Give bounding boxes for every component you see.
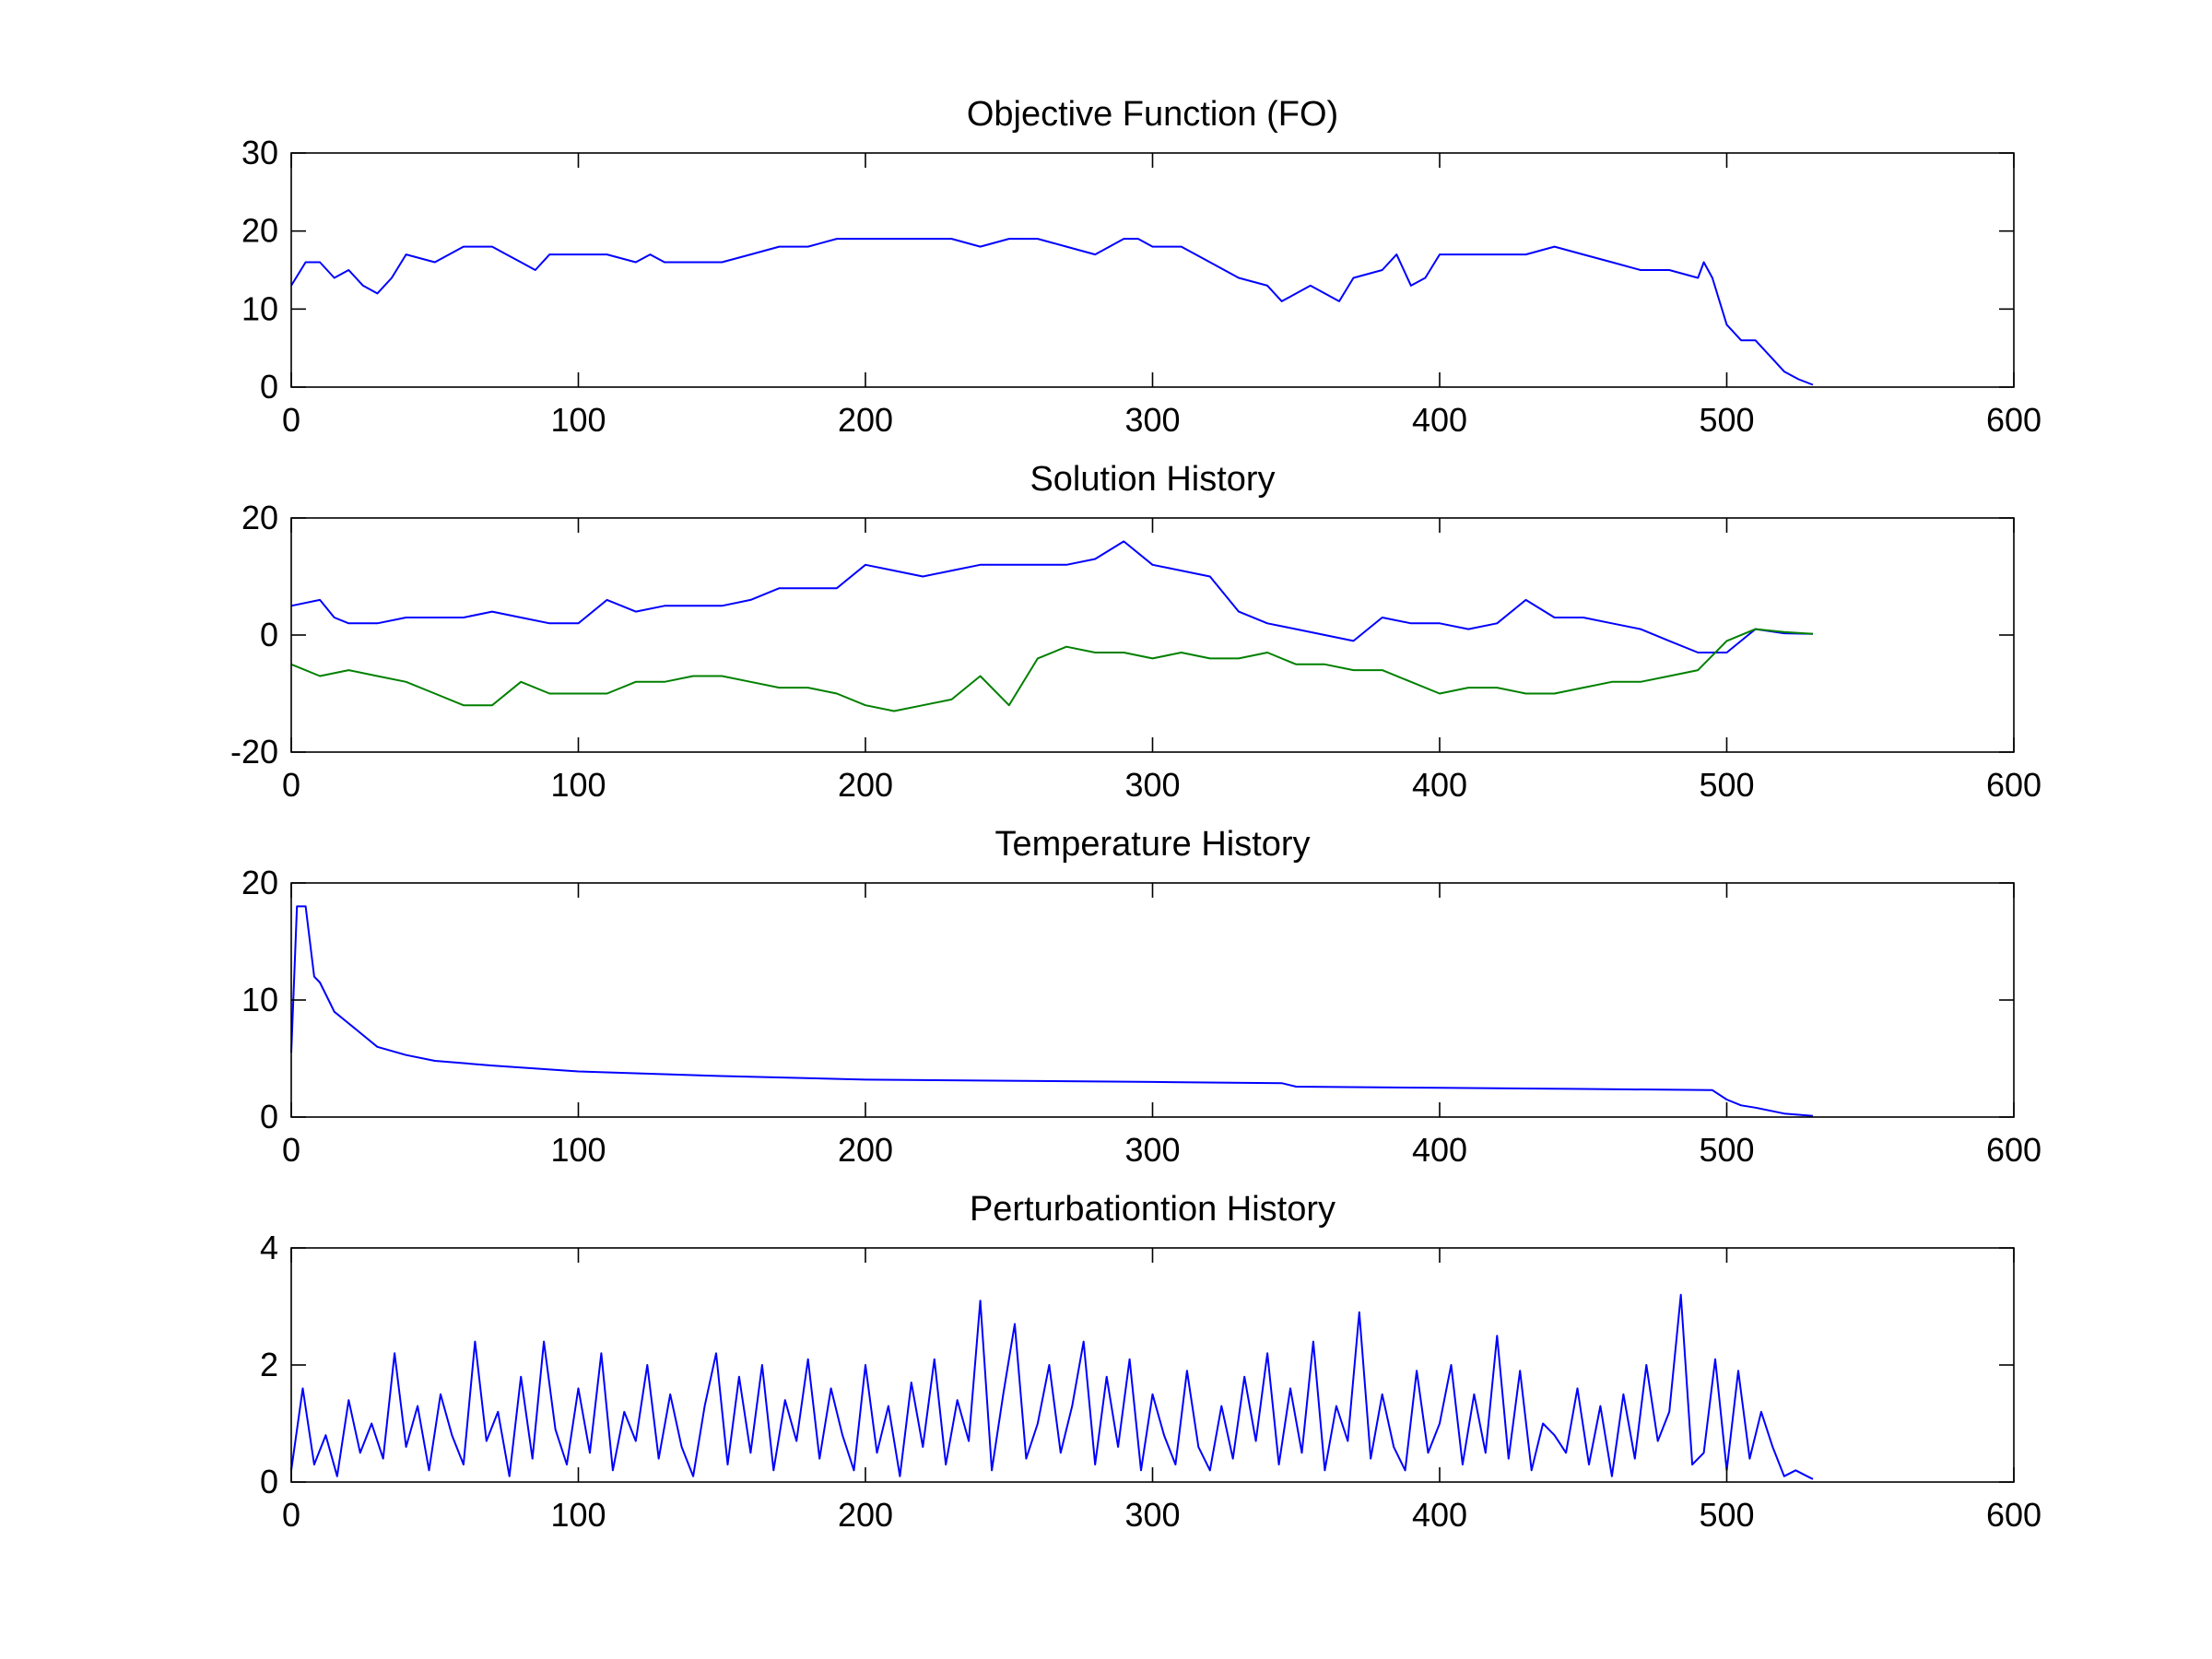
x-tick-label: 500 bbox=[1699, 1496, 1754, 1534]
x-tick-label: 100 bbox=[550, 766, 606, 804]
x-tick-label: 600 bbox=[1986, 1131, 2041, 1169]
y-tick-label: 20 bbox=[241, 499, 278, 536]
x-tick-label: 400 bbox=[1412, 1496, 1467, 1534]
subplot-4: Perturbationtion History 0 100 200 300 400 500… bbox=[260, 1190, 2041, 1534]
y-tick-label: 0 bbox=[260, 1463, 278, 1500]
x-tick-label: 100 bbox=[550, 1496, 606, 1534]
x-tick-label: 400 bbox=[1412, 1131, 1467, 1169]
x-tick-label: 100 bbox=[550, 1131, 606, 1169]
subplot-title: Perturbationtion History bbox=[970, 1190, 1335, 1229]
x-tick-label: 600 bbox=[1986, 766, 2041, 804]
x-tick-label: 0 bbox=[282, 401, 300, 439]
y-tick-label: 0 bbox=[260, 616, 278, 653]
series-line-1 bbox=[290, 1293, 1814, 1480]
x-tick-label: 200 bbox=[838, 1496, 893, 1534]
x-tick-label: 600 bbox=[1986, 401, 2041, 439]
x-tick-label: 0 bbox=[282, 1131, 300, 1169]
y-tick-label: 0 bbox=[260, 1098, 278, 1135]
y-tick-label: 10 bbox=[241, 981, 278, 1018]
x-tick-label: 500 bbox=[1699, 766, 1754, 804]
series-line-1 bbox=[290, 238, 1814, 386]
subplot-panels: Objective Function (FO)0 100 200 300 400 500 6… bbox=[230, 95, 2041, 1534]
x-tick-label: 500 bbox=[1699, 401, 1754, 439]
subplot-title: Temperature History bbox=[994, 825, 1310, 864]
x-tick-label: 400 bbox=[1412, 401, 1467, 439]
y-tick-label: -20 bbox=[230, 733, 278, 771]
x-tick-label: 0 bbox=[282, 766, 300, 804]
subplot-title: Objective Function (FO) bbox=[967, 95, 1338, 134]
x-tick-label: 300 bbox=[1124, 1131, 1180, 1169]
x-tick-label: 300 bbox=[1124, 766, 1180, 804]
x-tick-label: 0 bbox=[282, 1496, 300, 1534]
x-tick-label: 300 bbox=[1124, 401, 1180, 439]
y-tick-label: 2 bbox=[260, 1346, 278, 1383]
x-tick-label: 500 bbox=[1699, 1131, 1754, 1169]
y-tick-label: 20 bbox=[241, 864, 278, 901]
subplot-3: Temperature History 0 100 200 300 400 500 600 0 1… bbox=[241, 825, 2041, 1169]
x-tick-label: 300 bbox=[1124, 1496, 1180, 1534]
x-tick-label: 200 bbox=[838, 766, 893, 804]
x-tick-label: 400 bbox=[1412, 766, 1467, 804]
x-tick-label: 600 bbox=[1986, 1496, 2041, 1534]
y-tick-label: 10 bbox=[241, 289, 278, 327]
y-tick-label: 0 bbox=[260, 368, 278, 406]
series-line-1 bbox=[290, 540, 1814, 653]
x-tick-label: 200 bbox=[838, 1131, 893, 1169]
y-tick-label: 4 bbox=[260, 1229, 278, 1266]
series-line-2 bbox=[290, 628, 1814, 712]
y-tick-label: 30 bbox=[241, 134, 278, 171]
series-line-1 bbox=[290, 905, 1814, 1117]
subplot-title: Solution History bbox=[1030, 460, 1275, 499]
x-tick-label: 100 bbox=[550, 401, 606, 439]
subplot-1: Objective Function (FO)0 100 200 300 400 500 6… bbox=[241, 95, 2041, 439]
x-tick-label: 200 bbox=[838, 401, 893, 439]
y-tick-label: 20 bbox=[241, 212, 278, 250]
